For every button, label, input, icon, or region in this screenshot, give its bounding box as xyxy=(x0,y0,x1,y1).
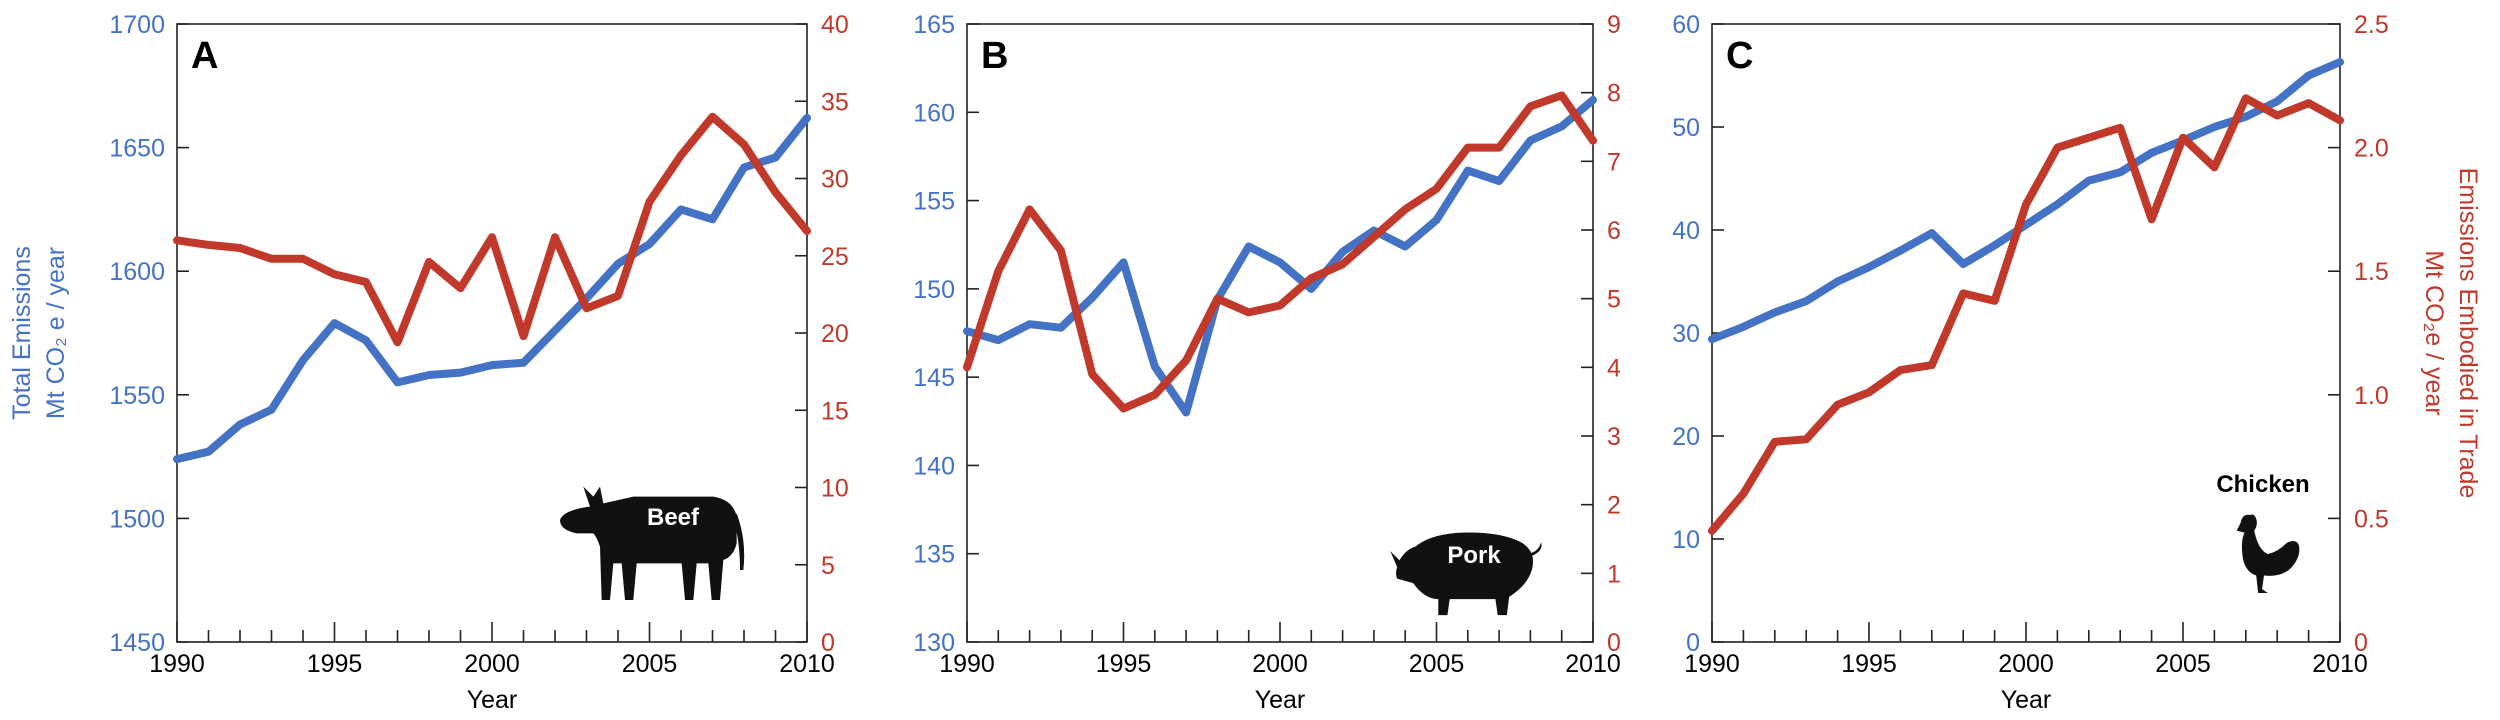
x-tick-label: 2005 xyxy=(2155,650,2211,678)
y-left-tick-label: 40 xyxy=(1672,217,1700,245)
y-right-tick-label: 1.5 xyxy=(2354,258,2389,286)
y-left-tick-label: 0 xyxy=(1686,629,1700,657)
y-right-tick-label: 20 xyxy=(821,320,849,348)
x-axis-title: Year xyxy=(467,686,518,714)
x-axis-title: Year xyxy=(1255,686,1306,714)
x-tick-label: 2000 xyxy=(1252,650,1308,678)
x-axis-title: Year xyxy=(2001,686,2052,714)
y-right-tick-label: 15 xyxy=(821,397,849,425)
trade-emissions-line xyxy=(963,91,1597,413)
y-right-tick-label: 7 xyxy=(1607,148,1621,176)
y-left-tick-label: 60 xyxy=(1672,11,1700,39)
x-tick-label: 1990 xyxy=(149,650,205,678)
y-left-tick-label: 1550 xyxy=(109,382,165,410)
x-tick-label: 1995 xyxy=(1096,650,1152,678)
y-left-tick-label: 135 xyxy=(913,541,955,569)
y-right-tick-label: 0 xyxy=(2354,629,2368,657)
panel-b: 1990 1995 2000 2005 2010Year1301351401451501… xyxy=(913,11,1621,714)
y-right-tick-label: 6 xyxy=(1607,217,1621,245)
panel-letter: B xyxy=(981,35,1008,77)
y-left-axis-title: Total Emissions xyxy=(8,246,36,420)
y-right-axis-title: Emissions Embodied in Trade xyxy=(2454,168,2482,499)
y-right-tick-label: 35 xyxy=(821,88,849,116)
panel-c: 1990 1995 2000 2005 2010 Year 0 10 20 30 40 50 60 0 0.… xyxy=(1672,11,2482,714)
y-left-tick-label: 165 xyxy=(913,11,955,39)
y-left-tick-label: 1500 xyxy=(109,505,165,533)
panel-letter: C xyxy=(1726,35,1753,77)
y-right-tick-label: 30 xyxy=(821,166,849,194)
y-right-tick-label: 40 xyxy=(821,11,849,39)
animal-label: Pork xyxy=(1447,542,1501,569)
y-right-tick-label: 2 xyxy=(1607,492,1621,520)
y-right-tick-label: 3 xyxy=(1607,423,1621,451)
y-left-tick-label: 1650 xyxy=(109,135,165,163)
y-left-tick-label: 140 xyxy=(913,452,955,480)
y-left-tick-label: 150 xyxy=(913,276,955,304)
x-tick-label: 2005 xyxy=(622,650,678,678)
chicken-icon xyxy=(2236,514,2300,594)
animal-label: Chicken xyxy=(2216,471,2309,498)
y-right-tick-label: 2.0 xyxy=(2354,135,2389,163)
y-left-tick-label: 145 xyxy=(913,364,955,392)
y-left-tick-label: 155 xyxy=(913,188,955,216)
y-left-tick-label: 50 xyxy=(1672,114,1700,142)
animal-label: Beef xyxy=(647,504,700,531)
total-emissions-line xyxy=(173,113,811,464)
x-tick-label: 2010 xyxy=(1565,650,1621,678)
total-emissions-line xyxy=(963,95,1597,417)
y-left-tick-label: 1700 xyxy=(109,11,165,39)
y-left-tick-label: 130 xyxy=(913,629,955,657)
y-right-tick-label: 9 xyxy=(1607,11,1621,39)
y-right-tick-label: 5 xyxy=(821,552,835,580)
x-tick-label: 2010 xyxy=(779,650,835,678)
x-tick-label: 1990 xyxy=(939,650,995,678)
y-left-tick-label: 1450 xyxy=(109,629,165,657)
y-right-tick-label: 0 xyxy=(1607,629,1621,657)
y-right-tick-label: 1 xyxy=(1607,560,1621,588)
y-right-tick-label: 4 xyxy=(1607,354,1621,382)
x-tick-label: 2000 xyxy=(464,650,520,678)
panel-letter: A xyxy=(191,35,218,77)
x-tick-label: 1995 xyxy=(1841,650,1897,678)
trade-emissions-line xyxy=(173,112,811,347)
x-tick-label: 1990 xyxy=(1684,650,1740,678)
y-left-tick-label: 10 xyxy=(1672,526,1700,554)
y-left-tick-label: 20 xyxy=(1672,423,1700,451)
y-right-tick-label: 8 xyxy=(1607,80,1621,108)
y-right-tick-label: 25 xyxy=(821,243,849,271)
y-right-tick-label: 2.5 xyxy=(2354,11,2389,39)
trade-emissions-line xyxy=(1708,94,2344,535)
y-left-tick-label: 160 xyxy=(913,99,955,127)
y-right-tick-label: 5 xyxy=(1607,286,1621,314)
y-right-tick-label: 0.5 xyxy=(2354,505,2389,533)
y-right-axis-title: Mt CO₂e / year xyxy=(2420,250,2448,415)
panel-a: 1990 1995 2000 2005 2010Year1450150015501600… xyxy=(8,11,849,714)
x-tick-label: 2005 xyxy=(1409,650,1465,678)
y-left-tick-label: 1600 xyxy=(109,258,165,286)
x-tick-label: 2010 xyxy=(2312,650,2368,678)
x-tick-label: 2000 xyxy=(1998,650,2054,678)
x-tick-label: 1995 xyxy=(307,650,363,678)
y-right-tick-label: 10 xyxy=(821,475,849,503)
y-right-tick-label: 0 xyxy=(821,629,835,657)
y-left-axis-title: Mt CO₂ e / year xyxy=(42,247,70,419)
y-right-tick-label: 1.0 xyxy=(2354,382,2389,410)
y-left-tick-label: 30 xyxy=(1672,320,1700,348)
